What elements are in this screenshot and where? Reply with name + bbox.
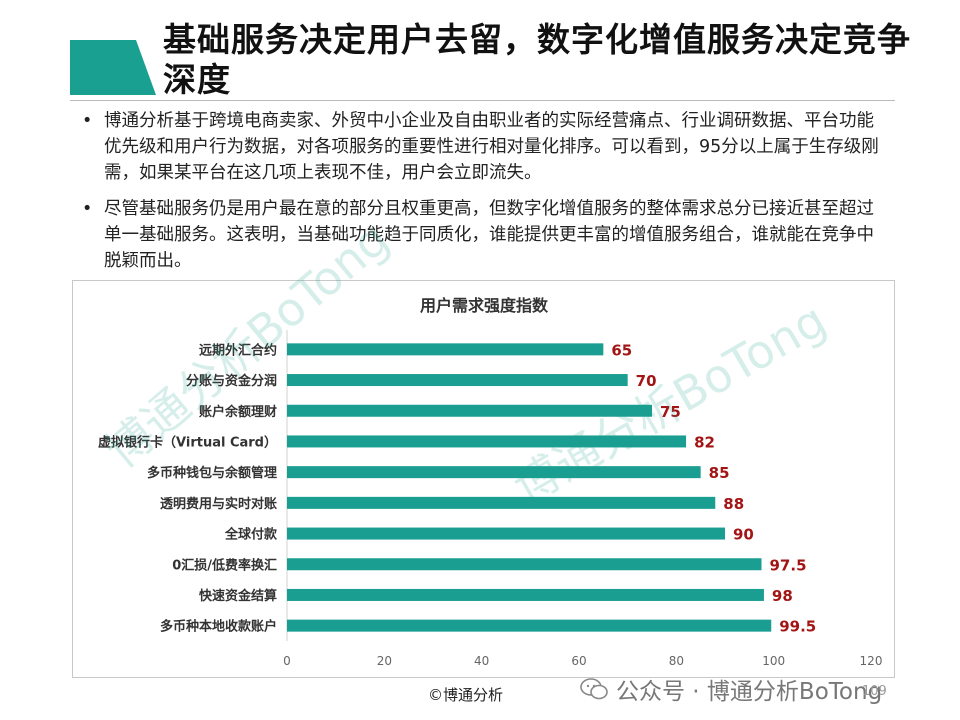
category-label: 透明费用与实时对账 [160, 496, 277, 512]
footer-copyright: ©博通分析 [428, 686, 504, 704]
bar [287, 496, 716, 509]
page-number: 109 [862, 684, 887, 699]
bullet-marker: • [82, 111, 93, 131]
bar [287, 404, 652, 417]
data-label: 99.5 [779, 618, 816, 636]
bar [287, 435, 687, 448]
x-tick-label: 80 [669, 654, 684, 668]
category-label: 多币种钱包与余额管理 [147, 465, 277, 481]
bar [287, 558, 762, 571]
bar [287, 527, 725, 540]
category-label: 全球付款 [224, 527, 278, 543]
category-label: 快速资金结算 [199, 588, 277, 604]
chart-frame: 用户需求强度指数远期外汇合约 65 分账与资金分润 70 账户余额理财 75 虚拟银行卡（V… [72, 280, 895, 678]
bar [287, 343, 604, 356]
category-label: 账户余额理财 [199, 404, 277, 420]
x-tick-label: 0 [283, 654, 291, 668]
title-accent-shape [70, 40, 156, 95]
data-label: 82 [694, 433, 715, 451]
bullet-list: • 博通分析基于跨境电商卖家、外贸中小企业及自由职业者的实际经营痛点、行业调研数… [80, 108, 885, 284]
chart-title: 用户需求强度指数 [420, 296, 549, 315]
data-label: 75 [660, 403, 681, 421]
wechat-icon [580, 678, 608, 700]
data-label: 88 [723, 495, 744, 513]
category-label: 0汇损/低费率换汇 [172, 557, 277, 573]
x-tick-label: 60 [571, 654, 586, 668]
title-divider [70, 100, 895, 101]
x-tick-label: 120 [860, 654, 883, 668]
category-label: 多币种本地收款账户 [160, 619, 277, 635]
wechat-account-label: 公众号 · 博通分析BoTong [616, 679, 883, 705]
category-label: 虚拟银行卡（Virtual Card） [98, 434, 277, 450]
slide-title: 基础服务决定用户去留，数字化增值服务决定竞争深度 [163, 20, 911, 99]
data-label: 65 [611, 341, 632, 359]
bullet-text: 尽管基础服务仍是用户最在意的部分且权重更高，但数字化增值服务的整体需求总分已接近… [104, 199, 874, 271]
bullet-marker: • [82, 199, 93, 219]
bar [287, 588, 764, 601]
data-label: 98 [772, 587, 793, 605]
bar [287, 619, 772, 632]
data-label: 85 [709, 464, 730, 482]
x-tick-label: 100 [762, 654, 785, 668]
category-label: 分账与资金分润 [186, 373, 277, 389]
bullet-item: • 博通分析基于跨境电商卖家、外贸中小企业及自由职业者的实际经营痛点、行业调研数… [80, 108, 885, 186]
x-tick-label: 40 [474, 654, 489, 668]
data-label: 70 [636, 372, 657, 390]
bar [287, 466, 701, 479]
bullet-item: • 尽管基础服务仍是用户最在意的部分且权重更高，但数字化增值服务的整体需求总分已… [80, 196, 885, 274]
data-label: 90 [733, 526, 754, 544]
category-label: 远期外汇合约 [199, 342, 277, 358]
data-label: 97.5 [770, 556, 807, 574]
footer-wechat: 公众号 · 博通分析BoTong [580, 672, 882, 706]
bar [287, 374, 628, 387]
bullet-text: 博通分析基于跨境电商卖家、外贸中小企业及自由职业者的实际经营痛点、行业调研数据、… [104, 111, 879, 183]
x-tick-label: 20 [377, 654, 392, 668]
